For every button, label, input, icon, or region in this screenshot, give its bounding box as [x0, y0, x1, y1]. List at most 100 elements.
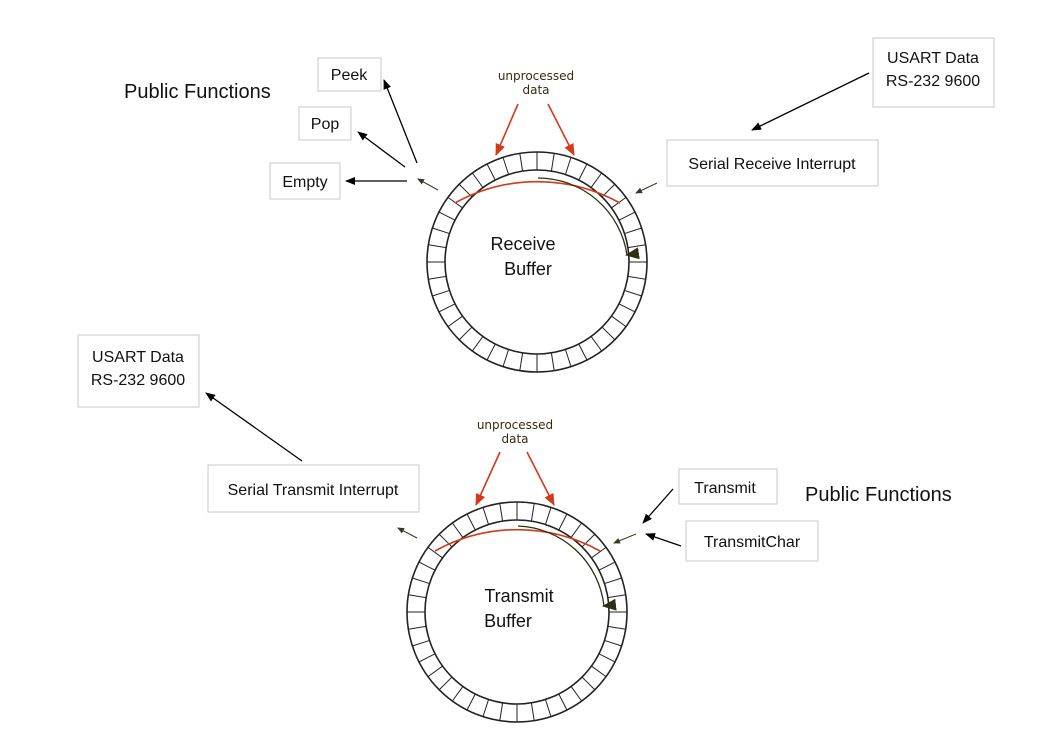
serial-receive-interrupt-label: Serial Receive Interrupt — [688, 156, 856, 173]
transmit-buffer-label-line1: Transmit — [484, 586, 553, 606]
transmit-unprocessed-arc — [434, 528, 601, 552]
transmit-ring-slot-divider — [598, 561, 616, 571]
receive-ring-slot-divider — [438, 303, 456, 313]
transmit-ring-slot-divider — [412, 577, 430, 585]
transmit-unprocessed-line1: unprocessed — [477, 418, 553, 432]
receive-unprocessed-arc — [454, 180, 621, 204]
transmit-arrow — [642, 488, 674, 524]
transmit-ring-slot-divider — [570, 686, 583, 702]
transmit-ring-slot-divider — [412, 639, 430, 647]
transmit-interrupt-to-usart-arrow — [205, 392, 303, 462]
receive-ring-slot-divider — [471, 336, 484, 352]
transmit-ring-slot-divider — [466, 513, 476, 531]
transmit-ring-slot-divider — [544, 699, 552, 717]
transmit-ring-slot-divider — [607, 594, 626, 599]
transmit-char-arrow — [645, 533, 682, 547]
transmit-usart-line2: RS-232 9600 — [91, 372, 185, 389]
transmit-ring-slot-divider — [482, 507, 490, 525]
transmit-read-pointer-arrow — [397, 527, 418, 539]
receive-buffer-ring — [426, 151, 648, 373]
receive-ring-slot-divider — [627, 275, 646, 280]
empty-label: Empty — [282, 174, 327, 191]
serial-transmit-interrupt-label: Serial Transmit Interrupt — [228, 482, 399, 499]
transmit-ring-slot-divider — [530, 503, 535, 522]
receive-usart-box: USART Data RS-232 9600 — [872, 37, 995, 108]
receive-buffer-label-line2: Buffer — [504, 259, 552, 279]
transmit-ring-slot-divider — [581, 676, 596, 691]
transmit-char-box: TransmitChar — [685, 520, 819, 562]
receive-ring-slot-divider — [590, 336, 603, 352]
transmit-box: Transmit — [678, 468, 778, 505]
transmit-write-pointer-arrow — [613, 533, 637, 544]
receive-unprocessed-arrow-left — [495, 103, 519, 156]
transmit-ring-slot-divider — [558, 513, 568, 531]
receive-ring-slot-divider — [519, 153, 524, 172]
transmit-buffer-label-line2: Buffer — [484, 611, 532, 631]
receive-ring-slot-divider — [447, 315, 463, 328]
transmit-ring-slot-divider — [451, 522, 464, 538]
transmit-ring-slot-divider — [544, 507, 552, 525]
transmit-usart-line1: USART Data — [92, 349, 184, 366]
transmit-buffer-ring — [406, 501, 628, 723]
receive-ring-slot-divider — [438, 211, 456, 221]
transmit-ring-slot-divider — [438, 676, 453, 691]
receive-ring-slot-divider — [618, 303, 636, 313]
serial-transmit-interrupt-box: Serial Transmit Interrupt — [207, 464, 420, 513]
transmit-char-label: TransmitChar — [704, 534, 801, 551]
receive-ring-slot-divider — [486, 163, 496, 181]
transmit-ring-slot-divider — [418, 653, 436, 663]
transmit-ring-slot-divider — [427, 546, 443, 559]
receive-ring-slot-divider — [590, 172, 603, 188]
transmit-ring-slot-divider — [438, 533, 453, 548]
transmit-public-functions-label: Public Functions — [805, 484, 952, 506]
receive-ring-slot-divider — [564, 157, 572, 175]
receive-ring-slot-divider — [624, 227, 642, 235]
receive-read-pointer-arrow — [417, 178, 439, 191]
receive-ring-slot-divider — [471, 172, 484, 188]
peek-arrow — [383, 79, 418, 164]
receive-ring-slot-divider — [502, 349, 510, 367]
receive-ring-slot-divider — [486, 343, 496, 361]
receive-usart-line2: RS-232 9600 — [886, 73, 980, 90]
transmit-ring-slot-divider — [591, 665, 607, 678]
receive-ring-slot-divider — [432, 227, 450, 235]
receive-ring-slot-divider — [428, 275, 447, 280]
receive-unprocessed-line1: unprocessed — [498, 69, 574, 83]
transmit-ring-slot-divider — [499, 702, 504, 721]
pop-arrow — [357, 131, 406, 168]
receive-ring-slot-divider — [601, 326, 616, 341]
receive-ring-slot-divider — [550, 153, 555, 172]
transmit-ring-slot-divider — [604, 577, 622, 585]
receive-ring-slot-divider — [502, 157, 510, 175]
receive-ring-slot-divider — [624, 289, 642, 297]
transmit-ring-slot-divider — [466, 693, 476, 711]
receive-ring-slot-divider — [519, 352, 524, 371]
receive-ring-slot-divider — [578, 343, 588, 361]
receive-ring-slot-divider — [611, 315, 627, 328]
usart-to-receive-interrupt-arrow — [751, 72, 870, 131]
transmit-unprocessed-line2: data — [501, 432, 528, 446]
transmit-direction-arrow — [517, 525, 617, 611]
receive-write-pointer-arrow — [635, 182, 658, 194]
transmit-ring-slot-divider — [581, 533, 596, 548]
empty-box: Empty — [269, 162, 341, 200]
receive-unprocessed-arrow-right — [547, 103, 575, 156]
transmit-ring-slot-divider — [451, 686, 464, 702]
pop-label: Pop — [311, 116, 340, 133]
transmit-ring-slot-divider — [408, 625, 427, 630]
transmit-label: Transmit — [694, 480, 756, 497]
transmit-ring-slot-divider — [604, 639, 622, 647]
transmit-ring-slot-divider — [418, 561, 436, 571]
transmit-ring-slot-divider — [482, 699, 490, 717]
receive-unprocessed-line2: data — [522, 83, 549, 97]
transmit-unprocessed-arrow-right — [526, 451, 555, 506]
pop-box: Pop — [298, 106, 352, 141]
transmit-ring-slot-divider — [558, 693, 568, 711]
receive-ring-slot-divider — [428, 244, 447, 249]
receive-buffer-label-line1: Receive — [490, 234, 555, 254]
receive-ring-slot-divider — [550, 352, 555, 371]
receive-ring-slot-divider — [578, 163, 588, 181]
transmit-ring-slot-divider — [591, 546, 607, 559]
receive-ring-slot-divider — [627, 244, 646, 249]
